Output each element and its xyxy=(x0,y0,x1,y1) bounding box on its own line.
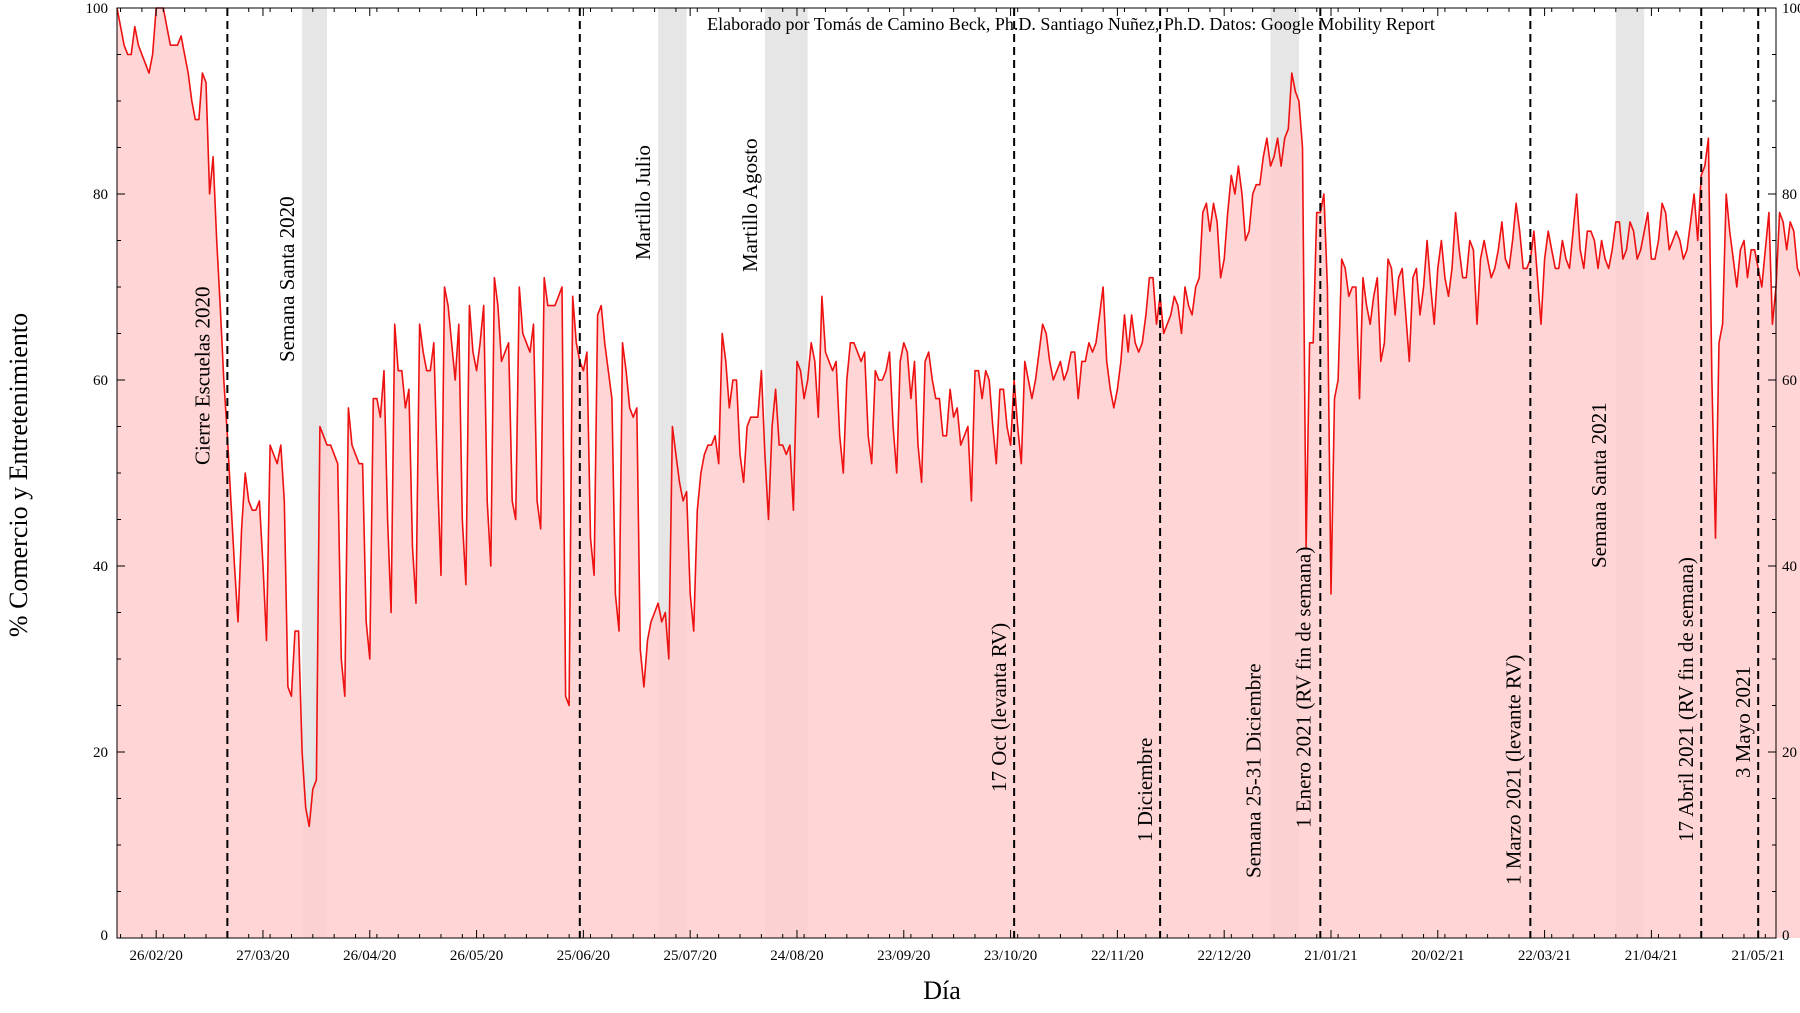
chart-annotation: Elaborado por Tomás de Camino Beck, Ph.D… xyxy=(707,14,1435,34)
event-label-5: 1 Marzo 2021 (levante RV) xyxy=(1501,655,1525,885)
x-tick-label-14: 21/04/21 xyxy=(1625,948,1678,964)
x-axis-title: Día xyxy=(923,976,961,1005)
event-label-2: 17 Oct (levanta RV) xyxy=(987,623,1011,792)
period-label-0: Semana Santa 2020 xyxy=(275,196,299,362)
y-tick-label-right-0: 0 xyxy=(1782,928,1790,944)
y-tick-label-left-3: 60 xyxy=(93,373,108,389)
x-tick-label-12: 20/02/21 xyxy=(1411,948,1464,964)
x-tick-label-3: 26/05/20 xyxy=(450,948,503,964)
x-tick-label-0: 26/02/20 xyxy=(129,948,182,964)
period-label-3: Semana 25-31 Diciembre xyxy=(1242,663,1266,878)
y-tick-label-left-1: 20 xyxy=(93,745,108,761)
y-tick-label-left-2: 40 xyxy=(93,559,108,575)
y-tick-label-right-2: 40 xyxy=(1782,559,1797,575)
event-label-0: Cierre Escuelas 2020 xyxy=(190,287,214,465)
y-tick-label-right-5: 100 xyxy=(1782,1,1800,17)
y-tick-label-right-3: 60 xyxy=(1782,373,1797,389)
x-tick-label-10: 22/12/20 xyxy=(1198,948,1251,964)
series-area xyxy=(117,8,1800,938)
y-tick-label-left-5: 100 xyxy=(86,1,109,17)
period-label-4: Semana Santa 2021 xyxy=(1587,402,1611,568)
x-tick-label-5: 25/07/20 xyxy=(664,948,717,964)
period-label-1: Martillo Julio xyxy=(631,145,655,260)
series-fill xyxy=(117,8,1800,938)
y-tick-label-left-0: 0 xyxy=(101,928,109,944)
x-tick-label-1: 27/03/20 xyxy=(236,948,289,964)
y-tick-label-left-4: 80 xyxy=(93,187,108,203)
x-tick-label-4: 25/06/20 xyxy=(557,948,610,964)
x-tick-label-15: 21/05/21 xyxy=(1732,948,1785,964)
x-tick-label-2: 26/04/20 xyxy=(343,948,396,964)
event-label-6: 17 Abril 2021 (RV fin de semana) xyxy=(1674,557,1698,842)
period-label-2: Martillo Agosto xyxy=(738,138,762,272)
x-tick-label-9: 22/11/20 xyxy=(1091,948,1144,964)
event-label-3: 1 Diciembre xyxy=(1133,738,1157,842)
x-tick-label-11: 21/01/21 xyxy=(1304,948,1357,964)
event-label-4: 1 Enero 2021 (RV fin de semana) xyxy=(1291,547,1315,828)
x-tick-label-13: 22/03/21 xyxy=(1518,948,1571,964)
event-label-7: 3 Mayo 2021 xyxy=(1731,666,1755,778)
x-tick-label-7: 23/09/20 xyxy=(877,948,930,964)
y-tick-label-right-4: 80 xyxy=(1782,187,1797,203)
x-tick-label-8: 23/10/20 xyxy=(984,948,1037,964)
y-axis-title: % Comercio y Entretenimiento xyxy=(4,313,33,637)
y-tick-label-right-1: 20 xyxy=(1782,745,1797,761)
x-tick-label-6: 24/08/20 xyxy=(770,948,823,964)
